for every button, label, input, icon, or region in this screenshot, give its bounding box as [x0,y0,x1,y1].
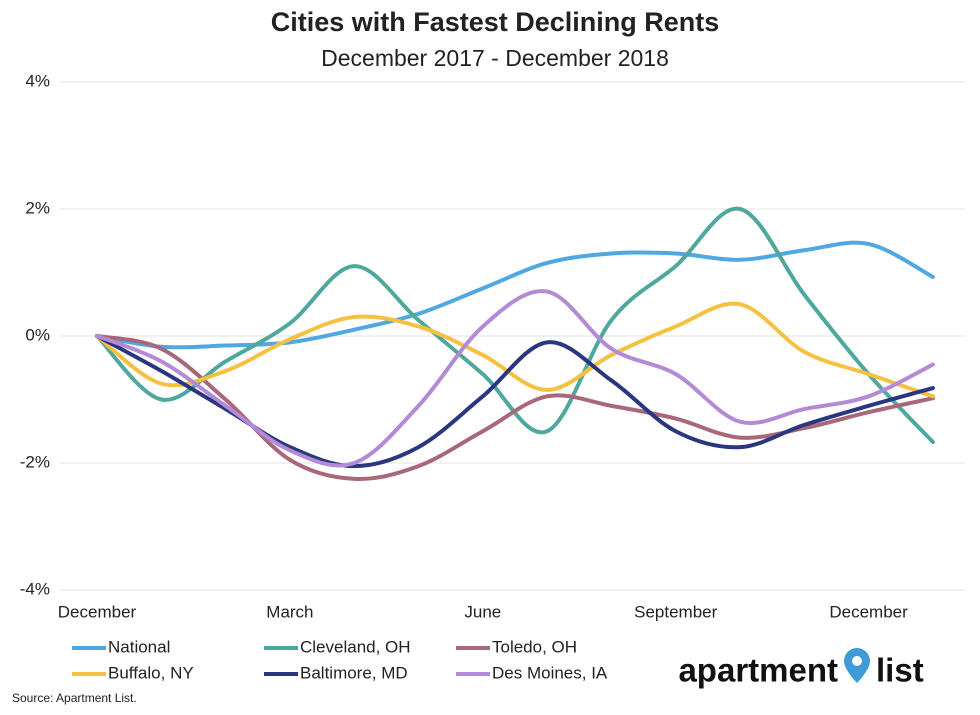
legend-item: Cleveland, OH [264,637,411,656]
logo: apartment list [678,648,924,689]
source-note: Source: Apartment List. [12,691,137,705]
series-line [95,289,935,468]
legend-item: Des Moines, IA [456,663,608,682]
legend-item: National [72,637,170,656]
logo-text: list [876,652,924,689]
x-tick-label: September [634,602,717,621]
logo-pin-hole [852,656,862,666]
series-line [95,240,935,350]
y-tick-label: 2% [25,198,50,217]
legend-label: Toledo, OH [492,637,577,656]
logo-text: apartment [678,652,838,689]
y-tick-label: 0% [25,325,50,344]
y-tick-label: 4% [25,71,50,90]
x-tick-label: December [829,602,908,621]
y-tick-label: -4% [20,579,50,598]
legend-item: Buffalo, NY [72,663,194,682]
x-tick-label: June [464,602,501,621]
y-tick-label: -2% [20,452,50,471]
series-line [95,301,935,399]
legend-label: Buffalo, NY [108,663,194,682]
legend-label: Des Moines, IA [492,663,608,682]
legend-item: Baltimore, MD [264,663,408,682]
chart-subtitle: December 2017 - December 2018 [321,45,669,71]
legend-label: Cleveland, OH [300,637,411,656]
x-tick-label: March [266,602,313,621]
chart-title: Cities with Fastest Declining Rents [271,7,720,37]
legend-item: Toledo, OH [456,637,577,656]
legend-label: Baltimore, MD [300,663,408,682]
series-line [95,206,935,445]
x-tick-label: December [58,602,137,621]
legend-label: National [108,637,170,656]
